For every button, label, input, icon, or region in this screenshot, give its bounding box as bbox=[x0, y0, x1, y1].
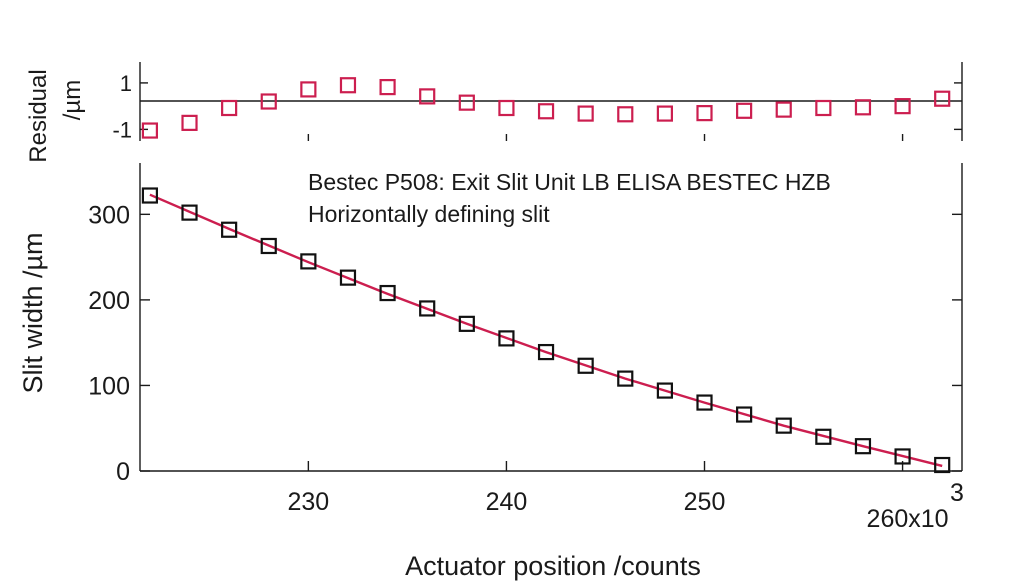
main-x-tick-label: 250 bbox=[684, 488, 726, 516]
main-markers bbox=[141, 187, 951, 474]
main-x-tick-label: 230 bbox=[288, 488, 330, 516]
main-x-tick-label: 240 bbox=[486, 488, 528, 516]
main-point bbox=[854, 438, 872, 455]
residual-point bbox=[141, 122, 159, 139]
main-panel: 0 100 200 300 230 240 250 260x10 Bestec P508: … bbox=[18, 134, 964, 581]
main-y-tick-label: 200 bbox=[88, 287, 130, 315]
main-point bbox=[300, 253, 317, 270]
main-point bbox=[696, 394, 713, 411]
main-x-ticks: 230 240 250 260x10 bbox=[288, 134, 949, 533]
annotation-line2: Horizontally defining slit bbox=[308, 201, 550, 227]
residual-point bbox=[419, 88, 436, 105]
residual-point bbox=[221, 99, 238, 117]
main-y-tick-label: 0 bbox=[116, 458, 130, 486]
main-point bbox=[736, 406, 753, 423]
main-point bbox=[537, 343, 555, 361]
main-point bbox=[617, 370, 634, 387]
residual-point bbox=[894, 98, 911, 115]
main-xlabel: Actuator position /counts bbox=[405, 551, 701, 581]
main-point bbox=[181, 204, 198, 221]
residual-point bbox=[300, 81, 317, 98]
residual-point bbox=[815, 99, 832, 117]
main-y-ticks: 0 100 200 300 bbox=[88, 201, 962, 486]
residual-point bbox=[656, 105, 673, 122]
main-point bbox=[498, 330, 515, 347]
main-y-tick-label: 100 bbox=[88, 372, 130, 400]
residual-point bbox=[260, 93, 277, 110]
main-point bbox=[775, 417, 792, 434]
main-point bbox=[815, 428, 832, 445]
residual-point bbox=[339, 77, 357, 94]
main-x-tick-label: 260x10 bbox=[867, 505, 949, 533]
residual-point bbox=[577, 105, 594, 122]
residual-y-tick-label: -1 bbox=[112, 117, 132, 142]
main-point bbox=[934, 456, 951, 474]
residual-point bbox=[934, 90, 951, 107]
residual-y-tick-label: 1 bbox=[120, 71, 132, 96]
residual-markers bbox=[141, 77, 951, 139]
main-point bbox=[656, 382, 673, 399]
main-point bbox=[379, 284, 396, 302]
residual-point bbox=[696, 105, 713, 122]
annotation-line1: Bestec P508: Exit Slit Unit LB ELISA BES… bbox=[308, 169, 831, 195]
main-point bbox=[458, 315, 475, 332]
main-ylabel: Slit width /µm bbox=[18, 232, 48, 393]
residual-point bbox=[736, 102, 753, 119]
main-point bbox=[221, 221, 238, 238]
residual-point bbox=[537, 103, 555, 120]
residual-point bbox=[458, 94, 475, 111]
residual-y-ticks: 1 -1 bbox=[112, 71, 962, 142]
x-exponent: 3 bbox=[950, 479, 964, 507]
residual-ylabel-line1: Residual bbox=[25, 69, 52, 162]
main-point bbox=[141, 187, 159, 204]
residual-point bbox=[379, 78, 396, 96]
main-point bbox=[894, 448, 911, 465]
residual-panel: 1 -1 Residual /µm bbox=[25, 62, 963, 163]
main-point bbox=[577, 357, 594, 374]
residual-point bbox=[498, 99, 515, 117]
residual-ylabel-line2: /µm bbox=[59, 80, 86, 121]
main-point bbox=[419, 300, 436, 317]
main-point bbox=[260, 237, 277, 255]
main-y-tick-label: 300 bbox=[88, 201, 130, 229]
residual-point bbox=[181, 114, 198, 131]
residual-point bbox=[854, 99, 872, 116]
main-point bbox=[339, 269, 357, 286]
residual-point bbox=[775, 101, 792, 118]
fit-line bbox=[149, 193, 943, 468]
residual-point bbox=[617, 106, 634, 123]
